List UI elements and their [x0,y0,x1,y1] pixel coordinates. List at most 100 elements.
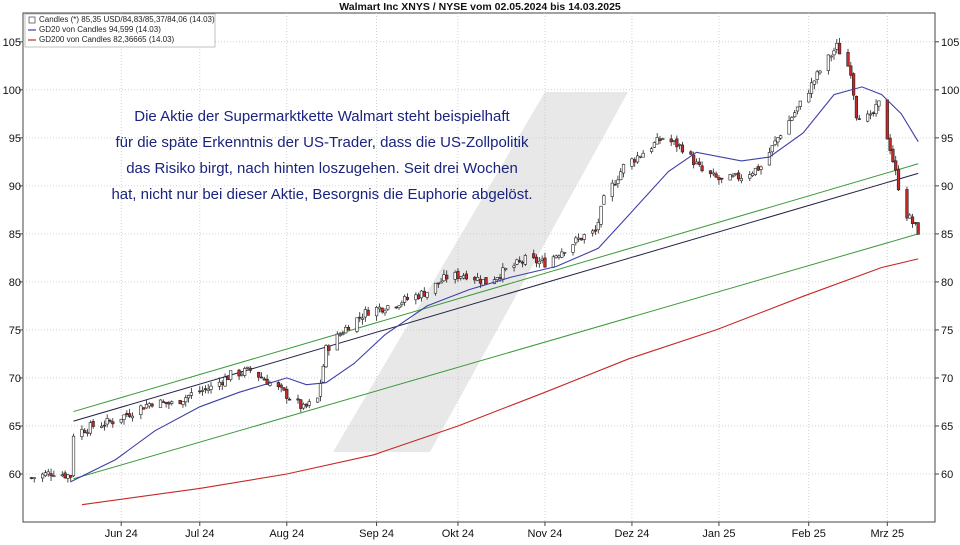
candle-down [226,376,230,381]
candle-up [661,138,665,140]
candle-up [386,305,390,310]
candle-down [91,421,95,427]
candle-down [708,170,713,174]
candle-up [147,403,151,407]
candle-down [161,401,165,403]
legend-entry: GD200 von Candles 82,36665 (14.03) [39,35,175,44]
y-tick-label-left: 80 [9,277,21,289]
candle-up [591,230,595,234]
candle-down [669,138,673,143]
candle-up [835,42,839,50]
candle-up [574,237,578,244]
y-tick-label-left: 60 [9,469,21,481]
candle-up [363,309,367,318]
candle-up [324,345,328,368]
candle-up [807,93,811,103]
candle-up [397,305,401,309]
candle-down [422,290,426,297]
candle-down [128,413,132,417]
candle-down [837,42,842,55]
candle-up [360,317,365,320]
candle-down [849,65,853,76]
candle-up [759,166,763,170]
candle-down [916,222,920,235]
candle-down [29,477,34,479]
y-tick-label-right: 70 [941,373,953,385]
candle-up [501,267,505,280]
annotation-line: Die Aktie der Supermarktkette Walmart st… [134,108,510,125]
candle-up [672,140,676,142]
candle-down [473,276,477,281]
candle-up [453,272,457,280]
candle-up [779,135,783,139]
candle-up [119,418,123,423]
candle-down [346,327,351,331]
candle-up [734,173,738,175]
x-tick-label: Jul 24 [185,528,214,540]
candle-up [139,405,143,416]
candle-down [125,413,129,416]
candle-up [731,175,735,177]
legend-box [24,13,216,48]
candle-up [158,399,163,408]
candle-down [304,403,309,407]
candle-up [41,473,45,479]
y-tick-label-right: 75 [941,325,953,337]
candle-up [551,256,555,268]
candle-down [279,384,283,388]
candle-down [885,99,889,140]
candle-up [414,294,418,301]
candle-up [459,276,463,279]
y-tick-label-left: 65 [9,421,21,433]
candle-down [142,407,146,410]
candle-down [896,168,901,191]
candle-up [818,70,822,74]
candle-up [812,80,816,85]
gd20-line [70,86,919,483]
candle-up [554,255,558,259]
candle-up [798,100,802,107]
candle-up [776,137,780,143]
candle-down [327,345,331,351]
candle-up [302,403,306,409]
candle-down [756,166,760,171]
candle-up [635,155,640,163]
candle-down [167,402,171,405]
candle-up [582,234,586,240]
y-tick-label-left: 90 [9,181,21,193]
candle-down [366,309,370,316]
candle-up [105,418,109,425]
candle-down [417,294,421,299]
candle-up [374,307,379,317]
candle-up [678,144,682,146]
candle-up [307,401,311,406]
candle-up [318,383,323,397]
candle-up [523,255,527,265]
y-tick-label-right: 105 [941,37,959,49]
y-tick-label-right: 90 [941,181,953,193]
candle-up [753,167,758,175]
candle-down [436,282,440,285]
legend-entry: GD20 von Candles 94,599 (14.03) [39,25,161,34]
candle-down [714,173,718,178]
candle-up [866,113,870,122]
candle-up [655,137,659,145]
candle-up [144,404,149,409]
candle-down [613,183,617,186]
candle-up [602,195,606,205]
candle-up [739,178,743,182]
candle-up [621,164,626,174]
candle-up [652,142,656,148]
candle-down [910,216,915,224]
y-tick-label-right: 100 [941,85,959,97]
candle-up [596,222,600,231]
candle-up [341,333,345,335]
candle-down [658,138,662,141]
candle-up [557,255,561,258]
candle-down [680,144,685,153]
candle-up [377,306,381,310]
candle-up [728,174,732,181]
candle-up [189,392,193,396]
candle-up [383,310,387,314]
